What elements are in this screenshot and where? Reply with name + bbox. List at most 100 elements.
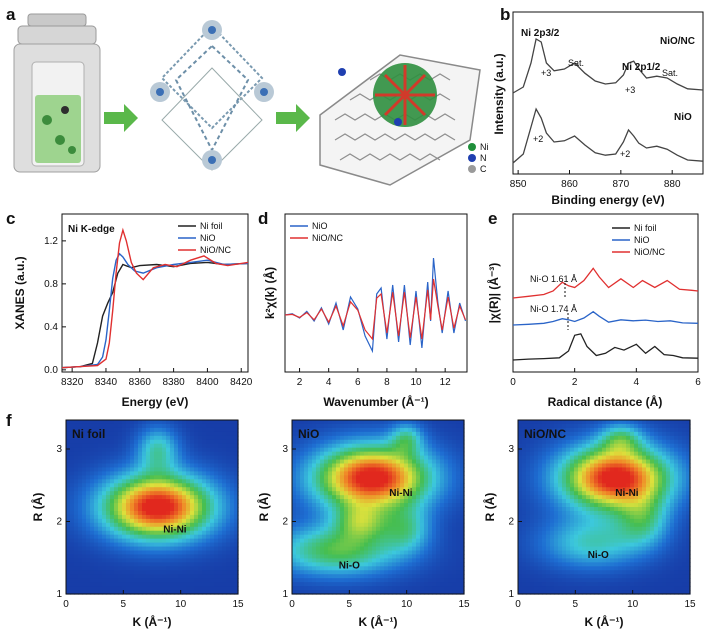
wt-cell [574, 443, 579, 449]
wt-cell [154, 582, 159, 587]
wt-cell [388, 479, 393, 484]
wt-cell [566, 463, 571, 469]
wt-cell [590, 420, 595, 425]
wt-cell [586, 420, 591, 425]
wt-cell [222, 550, 227, 556]
wt-cell [546, 499, 551, 504]
wt-cell [166, 475, 171, 480]
wt-cell [538, 420, 543, 425]
wt-cell [70, 550, 75, 556]
wt-cell [404, 538, 409, 544]
wt-cell [66, 562, 71, 567]
wt-cell [316, 467, 321, 472]
wt-cell [408, 435, 413, 441]
wt-cell [356, 522, 361, 528]
wt-cell [186, 483, 191, 488]
wt-cell [78, 554, 83, 559]
wt-cell [296, 546, 301, 552]
wt-cell [452, 554, 457, 559]
wt-cell [400, 538, 405, 544]
wt-cell [122, 491, 127, 496]
wt-cell [456, 546, 461, 552]
wt-cell [174, 518, 179, 524]
wt-cell [444, 503, 449, 508]
wt-cell [522, 586, 527, 591]
wt-cell [110, 542, 115, 548]
wt-cell [218, 479, 223, 484]
xanes-series-nio [61, 252, 249, 369]
wt-cell [336, 487, 341, 492]
wt-cell [566, 487, 571, 492]
wt-cell [230, 514, 235, 520]
wt-cell [292, 451, 297, 457]
wt-cell [538, 495, 543, 500]
wt-cell [206, 499, 211, 504]
wt-cell [154, 451, 159, 457]
wt-cell [460, 479, 465, 484]
wt-cell [308, 459, 313, 465]
wt-cell [142, 586, 147, 591]
wt-cell [606, 487, 611, 492]
wt-cell [304, 420, 309, 425]
wt-cell [150, 538, 155, 544]
wt-cell [162, 491, 167, 496]
wt-cell [190, 554, 195, 559]
wt-cell [360, 487, 365, 492]
wt-cell [74, 566, 79, 571]
wt-cell [82, 439, 87, 445]
wt-cell [332, 590, 337, 595]
wt-cell [522, 530, 527, 536]
wt-cell [404, 503, 409, 508]
wt-cell [606, 566, 611, 571]
wt-cell [602, 499, 607, 504]
wt-cell [348, 562, 353, 567]
wt-cell [606, 503, 611, 508]
wt-cell [606, 431, 611, 437]
wt-cell [408, 463, 413, 469]
wt-cell [174, 570, 179, 575]
wt-cell [134, 499, 139, 504]
wt-cell [218, 431, 223, 437]
wt-cell [234, 467, 239, 472]
wt-cell [74, 550, 79, 556]
wt-cell [408, 590, 413, 595]
wt-cell [436, 420, 441, 425]
wt-cell [296, 554, 301, 559]
wt-cell [170, 574, 175, 579]
wt-cell [218, 443, 223, 449]
wt-cell [304, 522, 309, 528]
wt-cell [66, 507, 71, 512]
wt-cell [546, 538, 551, 544]
wt-cell [542, 459, 547, 465]
wt-cell [102, 558, 107, 563]
wt-cell [308, 518, 313, 524]
wt-cell [214, 427, 219, 433]
wt-cell [308, 503, 313, 508]
wt-cell [86, 530, 91, 536]
wt-cell [586, 483, 591, 488]
wt-cell [122, 514, 127, 520]
wt-cell [90, 471, 95, 476]
wt-cell [102, 471, 107, 476]
wt-cell [308, 431, 313, 437]
wt-cell [566, 574, 571, 579]
wt-cell [230, 479, 235, 484]
wt-cell [296, 491, 301, 496]
wt-cell [380, 491, 385, 496]
wt-cell [562, 518, 567, 524]
wt-cell [598, 507, 603, 512]
wt-cell [558, 510, 563, 516]
wt-cell [234, 510, 239, 516]
wt-cell [206, 463, 211, 469]
wt-cell [384, 439, 389, 445]
wt-cell [400, 574, 405, 579]
wt-cell [328, 538, 333, 544]
wt-cell [218, 483, 223, 488]
wt-cell [364, 570, 369, 575]
wt-cell [602, 546, 607, 552]
wt-cell [102, 582, 107, 587]
wt-cell [292, 586, 297, 591]
wt-cell [606, 507, 611, 512]
wt-cell [534, 507, 539, 512]
wt-cell [550, 491, 555, 496]
